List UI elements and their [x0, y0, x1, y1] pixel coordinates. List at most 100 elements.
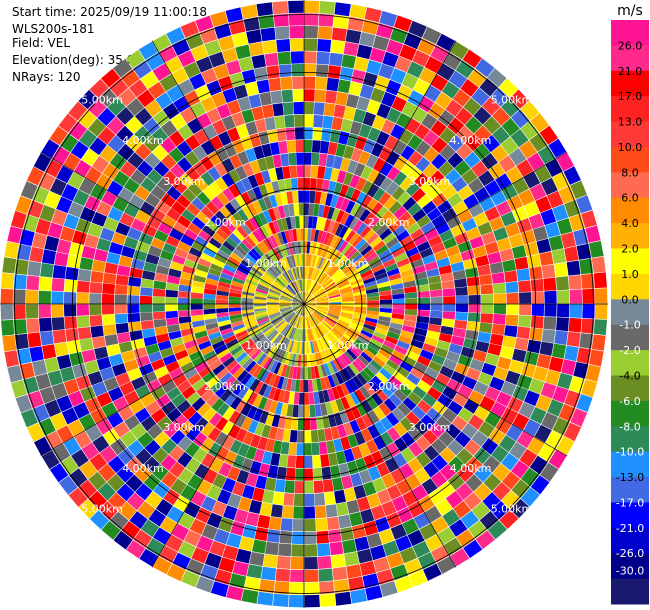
velocity-gate [396, 112, 411, 129]
velocity-gate [363, 229, 376, 242]
velocity-gate [178, 284, 192, 293]
velocity-gate [322, 321, 332, 331]
velocity-gate [322, 115, 334, 129]
velocity-gate [366, 232, 379, 245]
velocity-gate [308, 341, 312, 354]
velocity-gate [242, 524, 257, 539]
velocity-gate [353, 341, 365, 352]
velocity-gate [455, 107, 473, 125]
velocity-gate [300, 304, 304, 316]
velocity-gate [315, 307, 328, 313]
range-ring-label: 2.00km [368, 216, 410, 229]
velocity-gate [304, 341, 307, 355]
velocity-gate [487, 520, 507, 540]
velocity-gate [171, 393, 186, 408]
velocity-gate [203, 313, 217, 320]
velocity-gate [388, 326, 402, 335]
velocity-gate [390, 27, 408, 44]
velocity-gate [117, 88, 137, 107]
velocity-gate [343, 172, 354, 186]
velocity-gate [70, 141, 89, 160]
velocity-gate [241, 417, 253, 431]
velocity-gate [67, 340, 81, 354]
velocity-gate [425, 534, 443, 552]
velocity-gate [309, 328, 314, 341]
velocity-gate [210, 263, 223, 273]
velocity-gate [405, 298, 418, 304]
velocity-gate [484, 180, 501, 196]
velocity-gate [308, 328, 312, 341]
velocity-gate [547, 190, 564, 209]
velocity-gate [304, 295, 313, 304]
velocity-gate [33, 152, 52, 172]
velocity-gate [428, 488, 446, 506]
velocity-gate [286, 256, 293, 269]
velocity-gate [313, 391, 320, 405]
colorbar-swatch [611, 578, 649, 605]
velocity-gate [484, 241, 500, 255]
velocity-gate [367, 493, 381, 509]
velocity-gate [269, 288, 281, 295]
velocity-gate [353, 108, 366, 124]
velocity-gate [301, 292, 304, 304]
velocity-gate [178, 468, 194, 485]
velocity-gate [520, 121, 539, 140]
velocity-gate [176, 140, 192, 157]
velocity-gate [195, 15, 214, 32]
velocity-gate [304, 253, 307, 266]
velocity-gate [516, 268, 531, 281]
velocity-gate [289, 283, 298, 294]
velocity-gate [589, 349, 604, 367]
velocity-gate [435, 373, 451, 386]
velocity-gate [333, 579, 350, 594]
velocity-gate [271, 414, 281, 428]
velocity-gate [385, 335, 398, 345]
velocity-gate [404, 558, 423, 576]
velocity-gate [216, 295, 229, 300]
velocity-gate [560, 232, 576, 249]
velocity-gate [319, 244, 327, 257]
velocity-gate [333, 272, 345, 282]
velocity-gate [116, 125, 134, 143]
velocity-gate [177, 380, 192, 393]
velocity-gate [341, 301, 355, 304]
velocity-gate [552, 172, 570, 191]
velocity-gate [301, 279, 304, 292]
velocity-gate [302, 292, 304, 304]
velocity-gate [304, 300, 316, 304]
velocity-gate [196, 383, 210, 397]
velocity-gate [373, 420, 387, 435]
velocity-gate [54, 252, 69, 267]
velocity-gate [420, 179, 436, 194]
velocity-gate [304, 302, 316, 304]
velocity-gate [296, 254, 300, 267]
velocity-gate [351, 343, 363, 355]
velocity-gate [304, 299, 316, 304]
velocity-gate [222, 158, 235, 173]
velocity-gate [377, 319, 391, 327]
velocity-gate [177, 436, 193, 452]
velocity-gate [524, 351, 539, 366]
velocity-gate [357, 548, 373, 564]
velocity-gate [285, 270, 293, 283]
velocity-gate [104, 262, 119, 275]
velocity-gate [473, 483, 492, 501]
colorbar-swatch [611, 172, 649, 199]
velocity-gate [407, 426, 423, 442]
velocity-gate [323, 167, 333, 180]
velocity-gate [295, 304, 304, 313]
velocity-gate [428, 235, 443, 248]
velocity-gate [49, 463, 69, 483]
velocity-gate [426, 330, 440, 340]
velocity-gate [304, 25, 318, 39]
velocity-gate [160, 137, 177, 154]
velocity-gate [437, 527, 456, 545]
velocity-gate [442, 509, 460, 527]
velocity-gate [38, 417, 56, 436]
velocity-gate [129, 194, 145, 209]
velocity-gate [13, 289, 26, 304]
velocity-gate [316, 296, 328, 301]
velocity-gate [262, 274, 274, 284]
velocity-gate [289, 582, 304, 595]
